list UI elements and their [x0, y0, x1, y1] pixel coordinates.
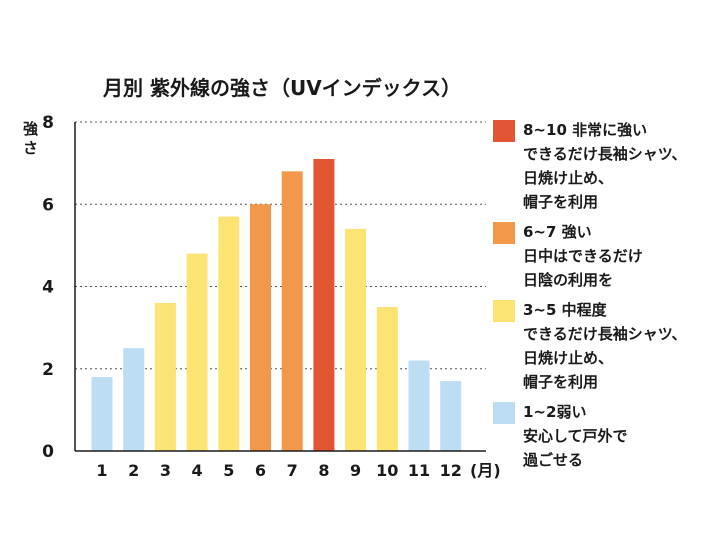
bar-month-4: [186, 253, 208, 451]
bar-month-1: [91, 376, 113, 451]
legend-item: 3~5 中程度できるだけ長袖シャツ、 日焼け止め、 帽子を利用: [493, 298, 715, 394]
legend-swatch: [493, 120, 515, 142]
bar-month-6: [250, 204, 271, 451]
bar-month-7: [281, 171, 303, 451]
legend: 8~10 非常に強い できるだけ長袖シャツ、 日焼け止め、 帽子を利用 6~7 強い 日中…: [493, 118, 715, 478]
x-axis-unit-label: (月): [470, 461, 501, 480]
x-tick-label: 3: [160, 461, 171, 480]
legend-text: 安心して戸外で: [523, 427, 628, 445]
legend-text: 帽子を利用: [523, 193, 599, 211]
y-tick-label: 4: [42, 278, 54, 298]
bar-month-2: [123, 348, 145, 451]
bar-month-10: [376, 307, 398, 451]
gridlines: [75, 121, 486, 370]
bar-month-8: [313, 159, 335, 451]
legend-text: 過ごせる: [523, 451, 584, 469]
x-tick-label: 11: [408, 461, 430, 480]
legend-text: 8~10 非常に強い: [523, 121, 648, 139]
legend-swatch: [493, 222, 515, 244]
y-axis-ticks: 0 2 4 6 8: [42, 113, 54, 462]
x-tick-label: 1: [96, 461, 107, 480]
legend-text: 日焼け止め、: [523, 349, 614, 367]
bar-month-5: [218, 216, 240, 451]
y-tick-label: 0: [42, 442, 54, 462]
legend-text: 3~5 中程度: [523, 301, 607, 319]
bar-month-9: [345, 228, 367, 451]
x-tick-label: 12: [440, 461, 462, 480]
y-tick-label: 8: [42, 113, 54, 133]
legend-item: 8~10 非常に強いできるだけ長袖シャツ、 日焼け止め、 帽子を利用: [493, 118, 715, 214]
legend-item: 1~2弱い安心して戸外で 過ごせる: [493, 400, 715, 472]
y-tick-label: 6: [42, 195, 54, 215]
legend-text: 帽子を利用: [523, 373, 599, 391]
bars: [91, 159, 462, 451]
x-tick-label: 10: [376, 461, 398, 480]
chart-title: 月別 紫外線の強さ（UVインデックス）: [102, 76, 461, 100]
x-tick-label: 2: [128, 461, 139, 480]
legend-text: 日陰の利用を: [523, 271, 614, 289]
legend-swatch: [493, 402, 515, 424]
x-tick-label: 4: [192, 461, 203, 480]
bar-month-11: [408, 360, 430, 451]
legend-text: 6~7 強い: [523, 223, 592, 241]
bar-month-3: [154, 302, 176, 451]
legend-text: できるだけ長袖シャツ、: [523, 145, 687, 163]
legend-text: 日中はできるだけ: [523, 247, 643, 265]
legend-item: 6~7 強い日中はできるだけ 日陰の利用を: [493, 220, 715, 292]
x-tick-label: 6: [255, 461, 266, 480]
legend-swatch: [493, 300, 515, 322]
bar-month-12: [440, 381, 462, 451]
y-axis-label: 強さ: [23, 120, 38, 157]
x-tick-label: 5: [223, 461, 234, 480]
legend-text: 1~2弱い: [523, 403, 587, 421]
x-tick-label: 7: [287, 461, 298, 480]
x-axis-ticks: 1 2 3 4 5 6 7 8 9 10 11 12: [96, 461, 461, 480]
legend-text: できるだけ長袖シャツ、: [523, 325, 687, 343]
legend-text: 日焼け止め、: [523, 169, 614, 187]
y-tick-label: 2: [42, 360, 54, 380]
x-tick-label: 8: [318, 461, 329, 480]
x-tick-label: 9: [350, 461, 361, 480]
